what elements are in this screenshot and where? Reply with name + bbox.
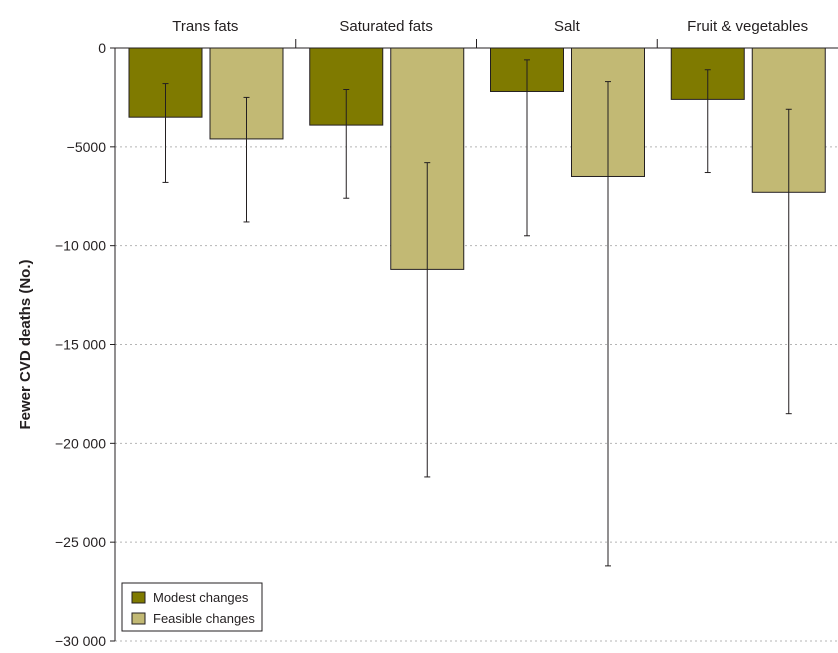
category-labels: Trans fats Saturated fats Salt Fruit & vege… <box>172 18 808 48</box>
legend-swatch <box>131 591 146 604</box>
y-tick-label: 0 <box>98 40 106 56</box>
y-ticks: 0 −5000 −10 000 −15 000 −20 000 −25 000 −30 00… <box>55 40 115 649</box>
grid-lines <box>115 146 838 642</box>
category-label: Saturated fats <box>339 18 432 35</box>
category-label: Salt <box>554 18 581 35</box>
category-label: Trans fats <box>172 18 238 35</box>
y-tick-label: −5000 <box>67 139 107 155</box>
y-tick-label: −15 000 <box>55 337 106 353</box>
legend-swatch <box>131 612 146 625</box>
legend-label: Feasible changes <box>153 611 255 626</box>
legend: Modest changes Feasible changes <box>121 582 263 632</box>
legend-label: Modest changes <box>153 590 249 605</box>
category-label: Fruit & vegetables <box>687 18 808 35</box>
y-tick-label: −20 000 <box>55 435 106 451</box>
bars <box>128 47 826 270</box>
error-bars <box>162 59 792 567</box>
y-axis-title: Fewer CVD deaths (No.) <box>17 259 34 429</box>
y-tick-label: −10 000 <box>55 238 106 254</box>
y-tick-label: −25 000 <box>55 534 106 550</box>
y-tick-label: −30 000 <box>55 633 106 649</box>
